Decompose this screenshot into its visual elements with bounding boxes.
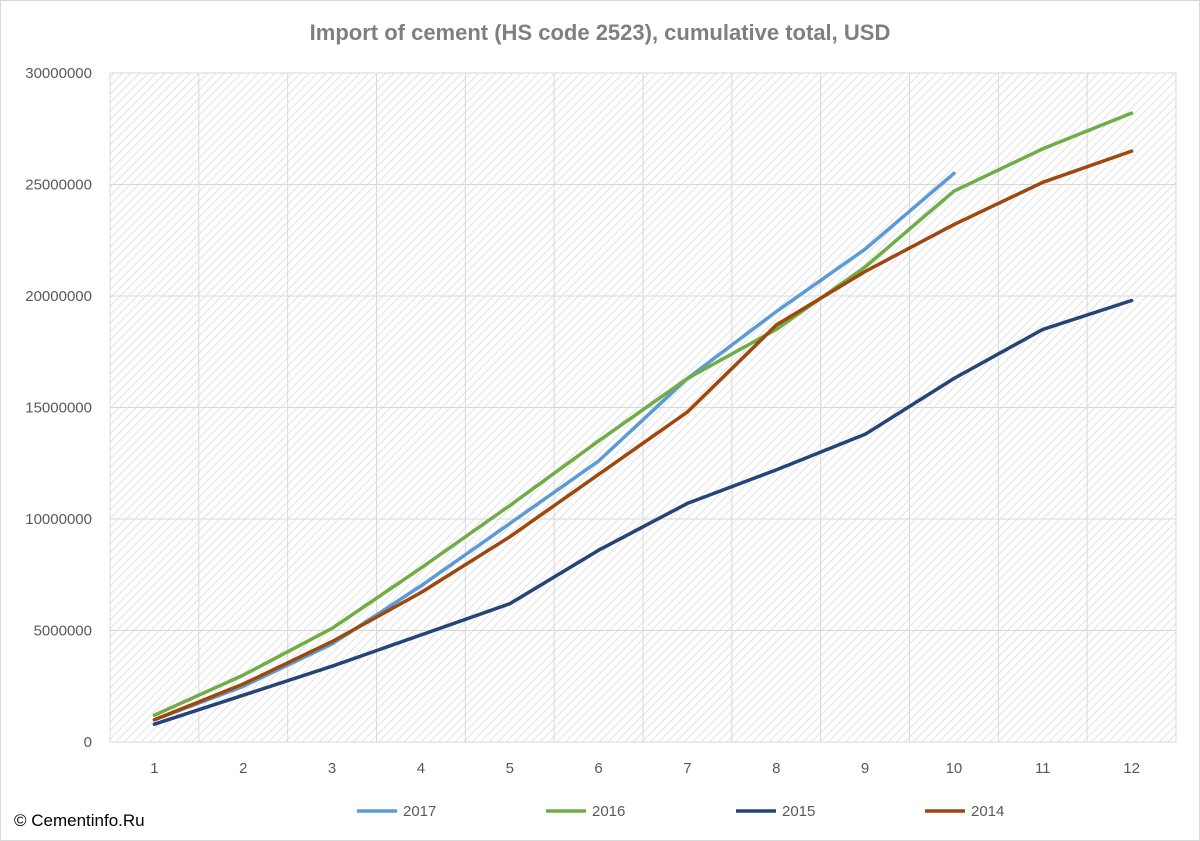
series-line-2014 — [152, 149, 1134, 722]
x-tick-label: 3 — [328, 760, 336, 777]
y-tick-label: 25000000 — [25, 177, 92, 194]
y-tick-label: 0 — [84, 734, 92, 751]
gridlines — [109, 72, 1177, 743]
y-axis: 0 5000000 10000000 15000000 20000000 25000000… — [25, 65, 92, 751]
copyright-text: © Cementinfo.Ru — [14, 811, 145, 830]
legend-label-2014: 2014 — [971, 803, 1004, 820]
x-tick-label: 6 — [594, 760, 602, 777]
y-tick-label: 15000000 — [25, 400, 92, 417]
x-tick-label: 7 — [683, 760, 691, 777]
legend-label-2016: 2016 — [592, 803, 625, 820]
series-line-2017 — [152, 171, 956, 722]
y-tick-label: 5000000 — [34, 623, 92, 640]
x-tick-label: 4 — [417, 760, 425, 777]
y-tick-label: 10000000 — [25, 511, 92, 528]
legend-label-2017: 2017 — [403, 803, 436, 820]
y-tick-label: 30000000 — [25, 65, 92, 82]
x-axis: 1 2 3 4 5 6 7 8 9 10 11 12 — [150, 760, 1140, 777]
x-tick-label: 1 — [150, 760, 158, 777]
chart-title: Import of cement (HS code 2523), cumulat… — [310, 20, 891, 45]
series-line-2015 — [152, 298, 1134, 726]
x-tick-label: 11 — [1035, 760, 1051, 777]
x-tick-label: 2 — [239, 760, 247, 777]
x-tick-label: 12 — [1123, 760, 1140, 777]
x-tick-label: 10 — [946, 760, 963, 777]
legend: 2017 2016 2015 2014 — [357, 803, 1004, 820]
x-tick-label: 9 — [861, 760, 869, 777]
series-line-2016 — [152, 111, 1134, 717]
x-tick-label: 8 — [772, 760, 780, 777]
y-tick-label: 20000000 — [25, 288, 92, 305]
x-tick-label: 5 — [506, 760, 514, 777]
series-lines — [152, 111, 1134, 726]
legend-label-2015: 2015 — [782, 803, 815, 820]
